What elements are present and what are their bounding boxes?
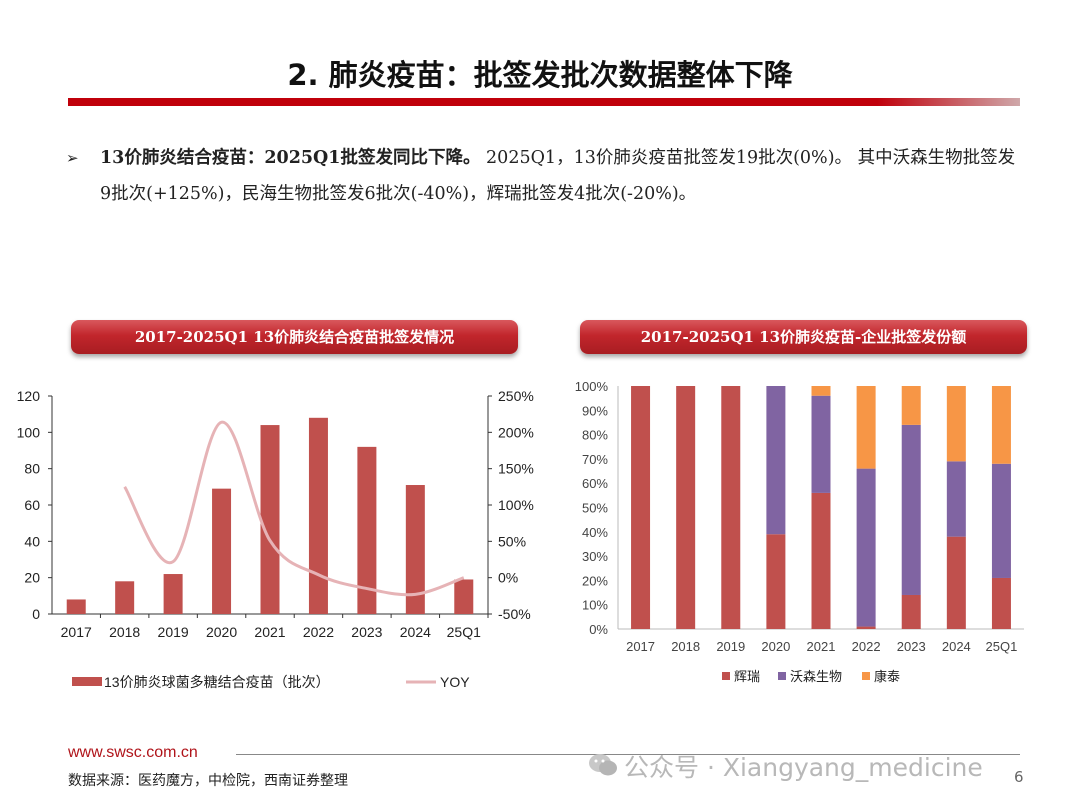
x-tick-label: 2022 [852, 639, 881, 654]
x-tick-label: 2023 [897, 639, 926, 654]
left-tick-label: 60 [24, 497, 40, 513]
segment-2023-0 [901, 594, 921, 629]
left-tick-label: 120 [17, 388, 41, 404]
segment-2022-1 [856, 468, 876, 627]
right-tick-label: 50% [498, 533, 526, 549]
segment-2022-2 [856, 386, 876, 469]
right-tick-label: 200% [498, 424, 534, 440]
right-tick-label: 250% [498, 388, 534, 404]
y-tick-label: 0% [589, 622, 608, 637]
x-tick-label: 2021 [254, 624, 285, 640]
x-tick-label: 2019 [158, 624, 189, 640]
x-tick-label: 2018 [109, 624, 140, 640]
left-tick-label: 40 [24, 533, 40, 549]
segment-2021-0 [811, 492, 831, 629]
segment-2024-1 [946, 461, 966, 537]
bullet-text: 2025Q1，13价肺炎疫苗批签发19批次(0%)。 其中沃森生物批签发9批次(… [100, 148, 1016, 204]
segment-2021-1 [811, 395, 831, 493]
y-tick-label: 70% [582, 452, 608, 467]
x-tick-label: 2020 [761, 639, 790, 654]
legend-label-2: 康泰 [874, 669, 900, 684]
y-tick-label: 80% [582, 428, 608, 443]
y-tick-label: 20% [582, 573, 608, 588]
x-tick-label: 2018 [671, 639, 700, 654]
watermark: 公众号 · Xiangyang_medicine [624, 753, 983, 782]
segment-2024-0 [946, 536, 966, 629]
legend-bar-label: 13价肺炎球菌多糖结合疫苗（批次） [104, 674, 330, 690]
left-tick-label: 20 [24, 570, 40, 586]
segment-25Q1-0 [991, 577, 1011, 629]
bar-2018 [115, 581, 135, 614]
right-tick-label: 150% [498, 461, 534, 477]
segment-2022-0 [856, 626, 876, 629]
page-number: 6 [1014, 768, 1024, 786]
x-tick-label: 2022 [303, 624, 334, 640]
left-tick-label: 80 [24, 461, 40, 477]
x-tick-label: 2023 [351, 624, 382, 640]
legend-yoy-label: YOY [440, 674, 470, 690]
chart2-title: 2017-2025Q1 13价肺炎疫苗-企业批签发份额 [580, 320, 1027, 354]
x-tick-label: 2017 [61, 624, 92, 640]
legend-swatch-0 [722, 672, 730, 680]
x-tick-label: 2024 [942, 639, 971, 654]
source-note: 数据来源：医药魔方，中检院，西南证券整理 [68, 773, 348, 789]
y-tick-label: 10% [582, 598, 608, 613]
right-tick-label: 100% [498, 497, 534, 513]
bar-2022 [308, 417, 328, 614]
x-tick-label: 2017 [626, 639, 655, 654]
right-tick-label: 0% [498, 570, 518, 586]
left-tick-label: 0 [32, 606, 40, 622]
segment-2023-2 [901, 386, 921, 425]
segment-2019-0 [721, 386, 741, 629]
bar-2017 [66, 599, 86, 614]
bar-2021 [260, 425, 280, 614]
bar-2023 [357, 446, 377, 614]
title-rule [68, 98, 1020, 106]
legend-swatch-1 [778, 672, 786, 680]
segment-2017-0 [631, 386, 651, 629]
segment-2018-0 [676, 386, 696, 629]
segment-2020-0 [766, 534, 786, 629]
bar-2019 [163, 574, 183, 614]
segment-2024-2 [946, 386, 966, 462]
x-tick-label: 25Q1 [447, 624, 481, 640]
x-tick-label: 2020 [206, 624, 237, 640]
legend-bar-swatch [72, 677, 102, 686]
x-tick-label: 2019 [716, 639, 745, 654]
legend-label-0: 辉瑞 [734, 669, 760, 684]
right-tick-label: -50% [498, 606, 531, 622]
wechat-icon [589, 754, 617, 776]
bullet-lead: 13价肺炎结合疫苗：2025Q1批签发同比下降。 [100, 148, 481, 168]
chart1-title: 2017-2025Q1 13价肺炎结合疫苗批签发情况 [71, 320, 518, 354]
left-tick-label: 100 [17, 424, 41, 440]
y-tick-label: 60% [582, 476, 608, 491]
segment-2020-1 [766, 386, 786, 535]
y-tick-label: 100% [575, 379, 609, 394]
bar-25Q1 [454, 579, 474, 614]
segment-25Q1-2 [991, 386, 1011, 464]
chart2-svg: 0% 10% 20% 30% 40% 50% 60% 70% 80% 90% 100% 2017 201… [575, 379, 1024, 684]
bullet-arrow-icon: ➢ [66, 149, 79, 167]
y-tick-label: 40% [582, 525, 608, 540]
bullet-paragraph: ➢ 13价肺炎结合疫苗：2025Q1批签发同比下降。 2025Q1，13价肺炎疫… [66, 140, 1026, 212]
legend-swatch-2 [862, 672, 870, 680]
yoy-line [123, 420, 465, 597]
y-tick-label: 50% [582, 501, 608, 516]
bar-2024 [405, 485, 425, 614]
x-tick-label: 2024 [400, 624, 431, 640]
x-tick-label: 2021 [807, 639, 836, 654]
y-tick-label: 90% [582, 403, 608, 418]
legend-label-1: 沃森生物 [790, 669, 842, 684]
footer-rule [236, 754, 1020, 755]
segment-2023-1 [901, 424, 921, 595]
x-tick-label: 25Q1 [986, 639, 1018, 654]
segment-2021-2 [811, 386, 831, 396]
bar-2020 [212, 488, 232, 614]
chart1-svg: 0 20 40 60 80 100 120 -50% 0% 50% 100% 150% 200% 250%… [17, 388, 534, 690]
segment-25Q1-1 [991, 463, 1011, 578]
page-title: 2. 肺炎疫苗：批签发批次数据整体下降 [287, 58, 793, 92]
footer-link[interactable]: www.swsc.com.cn [68, 744, 198, 761]
y-tick-label: 30% [582, 549, 608, 564]
